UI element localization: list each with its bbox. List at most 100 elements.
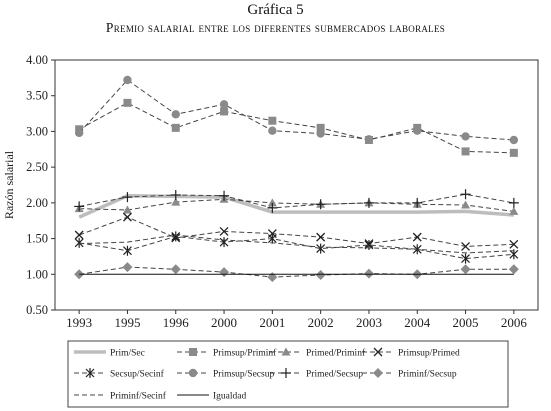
y-tick-label: 2.50 bbox=[26, 160, 48, 174]
data-point bbox=[219, 267, 230, 278]
data-point bbox=[170, 190, 181, 200]
data-point bbox=[74, 269, 85, 280]
data-point bbox=[170, 264, 181, 275]
legend-label: Primsup/Priminf bbox=[213, 348, 277, 359]
series-line bbox=[78, 79, 514, 141]
chart-title: Premio salarial entre los diferentes sub… bbox=[105, 20, 446, 35]
x-tick-label: 2003 bbox=[356, 315, 382, 330]
chart-legend: Prim/Sec Primsup/Priminf Primed/Priminf Pri… bbox=[67, 340, 509, 408]
legend-entry: Igualdad bbox=[177, 392, 246, 402]
data-point bbox=[74, 237, 84, 248]
data-point bbox=[509, 206, 519, 215]
x-tick-label: 1995 bbox=[114, 315, 140, 330]
series-line bbox=[79, 235, 514, 260]
series-primsup-secsup bbox=[74, 75, 519, 145]
series-layer bbox=[74, 75, 519, 283]
legend-label: Primed/Secsup bbox=[306, 370, 363, 380]
data-point bbox=[461, 147, 470, 156]
data-point bbox=[461, 253, 470, 264]
series-priminf-secinf bbox=[79, 234, 514, 254]
legend-marker bbox=[281, 368, 291, 378]
legend-marker bbox=[85, 368, 95, 378]
legend-entry: Primed/Priminf bbox=[270, 347, 366, 359]
data-point bbox=[122, 212, 132, 222]
data-point bbox=[509, 249, 519, 260]
data-point bbox=[74, 201, 85, 212]
data-point bbox=[412, 232, 422, 242]
y-tick-label: 1.50 bbox=[26, 232, 48, 246]
x-tick-label: 2005 bbox=[453, 315, 479, 330]
x-tick-label: 2006 bbox=[501, 315, 528, 330]
data-point bbox=[316, 243, 326, 254]
legend-label: Secsup/Secinf bbox=[110, 369, 165, 380]
data-point bbox=[74, 230, 84, 240]
y-tick-label: 1.00 bbox=[26, 267, 48, 281]
data-point bbox=[267, 233, 277, 244]
data-point bbox=[461, 241, 471, 251]
data-point bbox=[461, 200, 471, 209]
data-point bbox=[267, 202, 278, 213]
figure-label: Gráfica 5 bbox=[247, 2, 304, 18]
data-point bbox=[316, 232, 326, 242]
series-line bbox=[79, 198, 514, 212]
data-point bbox=[219, 190, 230, 201]
plot-frame bbox=[54, 59, 539, 311]
data-point bbox=[171, 197, 181, 206]
data-point bbox=[123, 75, 132, 85]
legend-marker bbox=[188, 368, 198, 378]
data-point bbox=[123, 245, 132, 256]
series-primsup-priminf bbox=[75, 98, 518, 157]
data-point bbox=[171, 231, 181, 242]
data-point bbox=[123, 98, 132, 107]
legend-entry: Primsup/Secsup bbox=[177, 368, 274, 380]
data-point bbox=[316, 123, 325, 132]
y-tick-label: 3.50 bbox=[26, 89, 48, 103]
data-point bbox=[315, 199, 326, 210]
data-point bbox=[508, 264, 519, 275]
data-point bbox=[122, 192, 133, 203]
data-point bbox=[268, 116, 277, 125]
legend-entry: Primed/Secsup bbox=[270, 368, 363, 380]
data-point bbox=[363, 197, 374, 208]
x-tick-label: 1996 bbox=[163, 315, 190, 330]
legend-box bbox=[67, 340, 509, 408]
series-primed-secsup bbox=[74, 189, 519, 213]
series-line bbox=[79, 216, 514, 247]
y-tick-label: 0.50 bbox=[26, 303, 48, 317]
y-tick-label: 2.00 bbox=[26, 196, 48, 210]
x-tick-label: 2002 bbox=[308, 315, 334, 330]
legend-label: Primsup/Primed bbox=[398, 349, 460, 359]
data-point bbox=[509, 148, 518, 157]
chart-axes: 0.50 1.00 1.50 2.00 2.50 3.00 3.50 4.00 1993 1995… bbox=[2, 53, 539, 330]
x-tick-label: 2001 bbox=[259, 315, 285, 330]
series-line bbox=[78, 102, 514, 154]
legend-marker bbox=[281, 347, 291, 356]
data-point bbox=[74, 128, 84, 138]
series-priminf-secsup bbox=[74, 262, 519, 283]
y-tick-label: 3.00 bbox=[26, 124, 48, 138]
legend-label: Prim/Sec bbox=[110, 349, 145, 359]
series-secsup-secinf bbox=[74, 231, 519, 264]
legend-marker bbox=[373, 368, 383, 378]
data-point bbox=[122, 262, 133, 273]
legend-entry: Priminf/Secsup bbox=[362, 368, 457, 380]
data-point bbox=[413, 126, 422, 135]
legend-label: Priminf/Secinf bbox=[110, 391, 167, 402]
series-line bbox=[79, 193, 514, 209]
legend-marker bbox=[189, 348, 197, 356]
data-point bbox=[220, 107, 229, 116]
data-point bbox=[219, 237, 229, 248]
legend-entry: Priminf/Secinf bbox=[74, 391, 167, 402]
series-line bbox=[79, 234, 514, 254]
legend-label: Primsup/Secsup bbox=[213, 370, 274, 380]
x-tick-label: 2004 bbox=[404, 315, 431, 330]
data-point bbox=[364, 135, 374, 144]
series-line bbox=[79, 266, 514, 278]
y-tick-label: 4.00 bbox=[26, 53, 48, 67]
y-axis-label: Razón salarial bbox=[2, 150, 16, 219]
data-point bbox=[122, 205, 132, 214]
data-point bbox=[219, 100, 229, 109]
data-point bbox=[267, 272, 278, 283]
data-point bbox=[460, 264, 471, 275]
legend-label: Priminf/Secsup bbox=[398, 369, 457, 380]
